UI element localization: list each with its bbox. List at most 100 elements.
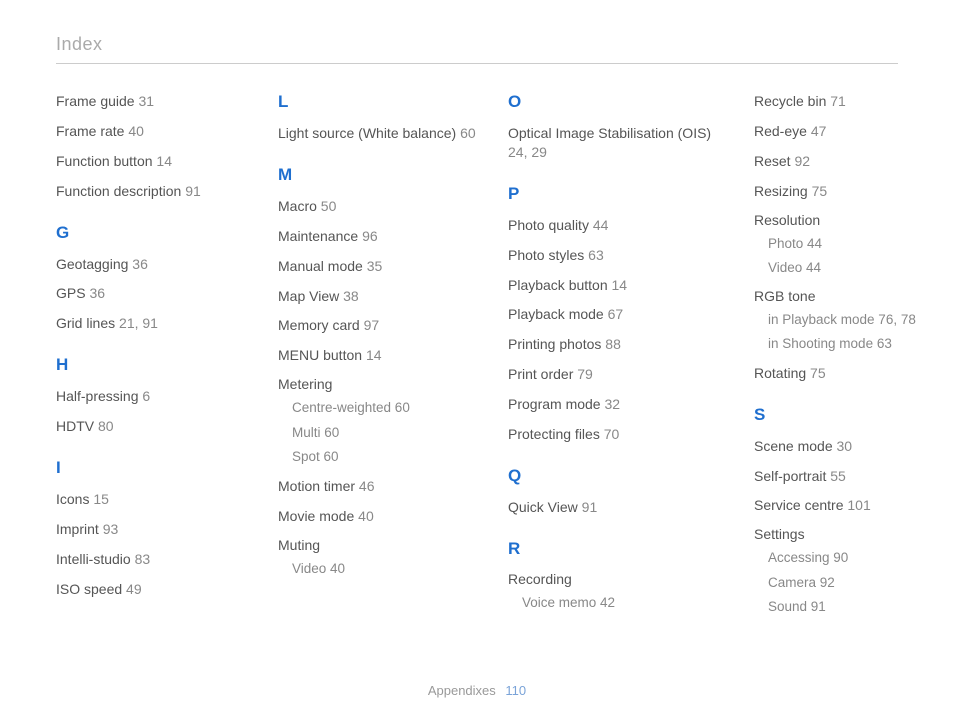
index-entry[interactable]: Map View 38 xyxy=(278,287,484,306)
index-entry-pages: 32 xyxy=(604,396,620,412)
index-entry-group: Resolution Photo 44 Video 44 xyxy=(754,212,944,277)
index-letter-heading: P xyxy=(508,184,730,204)
index-entry-term: Macro xyxy=(278,198,321,214)
index-entry[interactable]: Optical Image Stabilisation (OIS) 24, 29 xyxy=(508,124,730,162)
index-subentry[interactable]: in Playback mode 76, 78 xyxy=(768,311,944,329)
index-entry[interactable]: Program mode 32 xyxy=(508,395,730,414)
index-entry[interactable]: GPS 36 xyxy=(56,284,254,303)
index-entry-term: Scene mode xyxy=(754,438,837,454)
index-entry[interactable]: Memory card 97 xyxy=(278,316,484,335)
index-entry[interactable]: Resolution xyxy=(754,212,944,228)
index-entry[interactable]: Intelli-studio 83 xyxy=(56,550,254,569)
index-entry[interactable]: Function description 91 xyxy=(56,182,254,201)
index-entry[interactable]: Settings xyxy=(754,526,944,542)
index-entry[interactable]: Macro 50 xyxy=(278,197,484,216)
index-entry[interactable]: Resizing 75 xyxy=(754,182,944,201)
index-entry-term: Intelli-studio xyxy=(56,551,135,567)
index-entry-pages: 14 xyxy=(612,277,628,293)
index-entry-pages: 71 xyxy=(830,93,846,109)
footer-label: Appendixes xyxy=(428,683,496,698)
index-entry[interactable]: Protecting files 70 xyxy=(508,425,730,444)
index-entry[interactable]: Playback button 14 xyxy=(508,276,730,295)
index-letter-heading: L xyxy=(278,92,484,112)
index-entry[interactable]: Muting xyxy=(278,537,484,553)
index-subentry[interactable]: Spot 60 xyxy=(292,448,484,466)
index-entry-pages: 91 xyxy=(582,499,598,515)
index-entry[interactable]: Frame rate 40 xyxy=(56,122,254,141)
index-entry-term: HDTV xyxy=(56,418,98,434)
index-entry-term: Playback button xyxy=(508,277,612,293)
page-header: Index xyxy=(56,34,898,64)
index-subentry[interactable]: in Shooting mode 63 xyxy=(768,335,944,353)
index-entry[interactable]: Print order 79 xyxy=(508,365,730,384)
index-entry[interactable]: Maintenance 96 xyxy=(278,227,484,246)
index-entry[interactable]: Reset 92 xyxy=(754,152,944,171)
index-entry-term: Self-portrait xyxy=(754,468,830,484)
index-entry[interactable]: Recycle bin 71 xyxy=(754,92,944,111)
footer-page-number: 110 xyxy=(505,683,526,698)
index-entry[interactable]: Red-eye 47 xyxy=(754,122,944,141)
index-entry[interactable]: Motion timer 46 xyxy=(278,477,484,496)
index-entry-pages: 67 xyxy=(608,306,624,322)
index-subentry[interactable]: Voice memo 42 xyxy=(522,594,730,612)
index-subentry[interactable]: Video 44 xyxy=(768,259,944,277)
index-entry-pages: 47 xyxy=(811,123,827,139)
page-footer: Appendixes 110 xyxy=(0,683,954,698)
index-entry[interactable]: Service centre 101 xyxy=(754,496,944,515)
index-entry-pages: 91 xyxy=(185,183,201,199)
index-subentry[interactable]: Sound 91 xyxy=(768,598,944,616)
index-entry[interactable]: Manual mode 35 xyxy=(278,257,484,276)
index-entry-term: Function description xyxy=(56,183,185,199)
index-entry-pages: 79 xyxy=(577,366,593,382)
index-entry-pages: 6 xyxy=(142,388,150,404)
index-entry-pages: 70 xyxy=(604,426,620,442)
index-entry-term: Program mode xyxy=(508,396,604,412)
index-entry[interactable]: Quick View 91 xyxy=(508,498,730,517)
index-entry-group: Settings Accessing 90 Camera 92 Sound 91 xyxy=(754,526,944,616)
index-entry[interactable]: Scene mode 30 xyxy=(754,437,944,456)
index-entry[interactable]: Movie mode 40 xyxy=(278,507,484,526)
index-entry[interactable]: Rotating 75 xyxy=(754,364,944,383)
index-entry[interactable]: MENU button 14 xyxy=(278,346,484,365)
index-entry-pages: 35 xyxy=(367,258,383,274)
index-entry-pages: 92 xyxy=(794,153,810,169)
index-subentry[interactable]: Centre-weighted 60 xyxy=(292,399,484,417)
index-entry[interactable]: Photo styles 63 xyxy=(508,246,730,265)
index-subentry[interactable]: Multi 60 xyxy=(292,424,484,442)
index-entry-pages: 75 xyxy=(810,365,826,381)
index-entry[interactable]: Half-pressing 6 xyxy=(56,387,254,406)
index-entry-pages: 80 xyxy=(98,418,114,434)
index-entry-group: Muting Video 40 xyxy=(278,537,484,578)
index-entry[interactable]: Playback mode 67 xyxy=(508,305,730,324)
index-subentry[interactable]: Camera 92 xyxy=(768,574,944,592)
index-subentry[interactable]: Video 40 xyxy=(292,560,484,578)
index-entry-pages: 21, 91 xyxy=(119,315,158,331)
index-entry[interactable]: Printing photos 88 xyxy=(508,335,730,354)
index-entry[interactable]: Geotagging 36 xyxy=(56,255,254,274)
index-entry-term: Red-eye xyxy=(754,123,811,139)
index-entry[interactable]: ISO speed 49 xyxy=(56,580,254,599)
index-entry[interactable]: Self-portrait 55 xyxy=(754,467,944,486)
index-entry[interactable]: Recording xyxy=(508,571,730,587)
index-letter-heading: R xyxy=(508,539,730,559)
index-entry[interactable]: Function button 14 xyxy=(56,152,254,171)
index-entry[interactable]: Light source (White balance) 60 xyxy=(278,124,484,143)
index-column: Recycle bin 71 Red-eye 47 Reset 92 Resizing… xyxy=(754,92,944,627)
index-entry-term: Maintenance xyxy=(278,228,362,244)
index-entry-pages: 40 xyxy=(128,123,144,139)
index-subentry[interactable]: Accessing 90 xyxy=(768,549,944,567)
index-entry-pages: 88 xyxy=(605,336,621,352)
index-entry-pages: 60 xyxy=(460,125,476,141)
index-entry[interactable]: Icons 15 xyxy=(56,490,254,509)
index-entry[interactable]: Imprint 93 xyxy=(56,520,254,539)
index-entry[interactable]: Photo quality 44 xyxy=(508,216,730,235)
index-entry-pages: 40 xyxy=(358,508,374,524)
index-entry[interactable]: RGB tone xyxy=(754,288,944,304)
index-entry[interactable]: Metering xyxy=(278,376,484,392)
index-entry-term: Resizing xyxy=(754,183,812,199)
index-entry[interactable]: HDTV 80 xyxy=(56,417,254,436)
index-subentry[interactable]: Photo 44 xyxy=(768,235,944,253)
index-entry[interactable]: Frame guide 31 xyxy=(56,92,254,111)
index-entry-term: MENU button xyxy=(278,347,366,363)
index-entry[interactable]: Grid lines 21, 91 xyxy=(56,314,254,333)
